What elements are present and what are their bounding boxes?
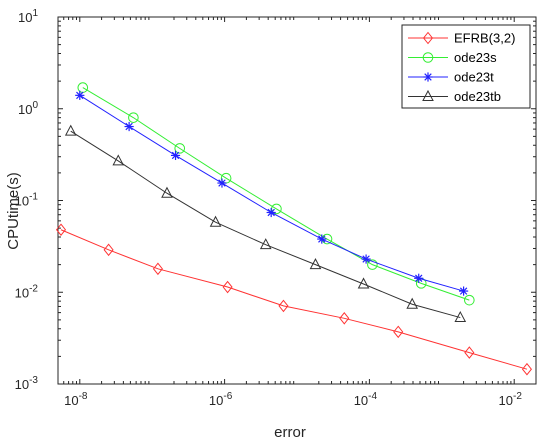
series-ode23t (75, 90, 469, 296)
data-point-ode23t (317, 234, 327, 244)
data-point-efrb-3-2 (103, 243, 114, 257)
data-point-ode23tb (209, 215, 222, 227)
data-point-ode23s (174, 143, 186, 154)
data-point-ode23t (458, 286, 469, 296)
asterisk-stroke (171, 151, 180, 160)
asterisk-stroke (267, 208, 275, 217)
asterisk-stroke (459, 287, 468, 295)
data-point-ode23t (414, 273, 424, 283)
asterisk-stroke (415, 274, 423, 283)
data-point-efrb-3-2 (521, 362, 532, 376)
legend-label: ode23s (454, 50, 497, 65)
data-point-ode23t (266, 207, 276, 218)
data-point-efrb-3-2 (152, 262, 163, 276)
legend: EFRB(3,2) ode23s ode23t ode23tb (401, 24, 531, 109)
series-ode23s (77, 82, 475, 306)
data-point-ode23s (128, 112, 139, 123)
series-layer (55, 82, 532, 376)
y-tick-label: 10-3 (15, 375, 39, 392)
x-tick-label: 10-6 (209, 391, 233, 408)
legend-marker (422, 52, 434, 63)
asterisk-stroke (218, 179, 226, 187)
data-point-ode23t (217, 178, 227, 188)
y-tick-label: 10-1 (15, 192, 39, 209)
series-ode23tb (64, 124, 467, 323)
series-line-efrb-3-2 (60, 229, 528, 370)
data-point-ode23t (75, 90, 85, 100)
legend-marker (423, 72, 433, 82)
data-point-ode23tb (259, 238, 272, 250)
legend-item-ode23tb: ode23tb (408, 89, 501, 104)
data-point-ode23s (367, 259, 378, 270)
y-tick-label: 100 (18, 100, 38, 117)
data-point-efrb-3-2 (278, 299, 289, 313)
series-line-ode23s (82, 87, 470, 301)
x-tick-label: 10-4 (354, 391, 378, 408)
legend-marker (422, 89, 434, 101)
data-point-efrb-3-2 (464, 346, 475, 359)
data-point-ode23tb (161, 186, 173, 198)
data-point-efrb-3-2 (393, 325, 404, 339)
data-point-ode23t (170, 150, 181, 161)
x-tick-label: 10-8 (64, 391, 88, 408)
data-point-efrb-3-2 (222, 280, 233, 294)
legend-label: ode23t (454, 70, 494, 85)
x-tick-label: 10-2 (499, 391, 523, 408)
legend-item-ode23s: ode23s (408, 50, 497, 65)
asterisk-stroke (362, 255, 370, 263)
data-point-efrb-3-2 (339, 312, 350, 325)
legend-item-efrb-3-2: EFRB(3,2) (408, 31, 515, 46)
legend-label: ode23tb (454, 89, 501, 104)
data-point-ode23tb (64, 124, 77, 136)
asterisk-stroke (76, 91, 84, 100)
data-point-ode23tb (309, 258, 322, 270)
asterisk-stroke (125, 122, 133, 131)
y-tick-label: 10-2 (15, 283, 39, 300)
data-point-ode23tb (406, 297, 419, 309)
series-line-ode23tb (70, 130, 461, 319)
data-point-ode23t (124, 121, 134, 132)
data-point-ode23s (464, 294, 475, 306)
y-tick-label: 101 (18, 8, 38, 25)
data-point-ode23tb (112, 154, 125, 166)
legend-box (401, 24, 531, 109)
x-axis-label: error (274, 424, 306, 441)
asterisk-stroke (424, 73, 432, 81)
legend-item-ode23t: ode23t (408, 70, 494, 85)
data-point-ode23tb (454, 310, 467, 323)
data-point-ode23t (361, 254, 371, 264)
series-efrb-3-2 (55, 223, 532, 376)
legend-label: EFRB(3,2) (454, 31, 515, 46)
ticks-layer: 10-8 10-6 10-4 10-2 10-3 10-2 10-1 100 101 (15, 8, 537, 408)
asterisk-stroke (318, 235, 326, 243)
legend-marker (422, 31, 434, 45)
y-axis-label: CPUtime(s) (5, 172, 22, 250)
data-point-ode23tb (357, 277, 370, 289)
